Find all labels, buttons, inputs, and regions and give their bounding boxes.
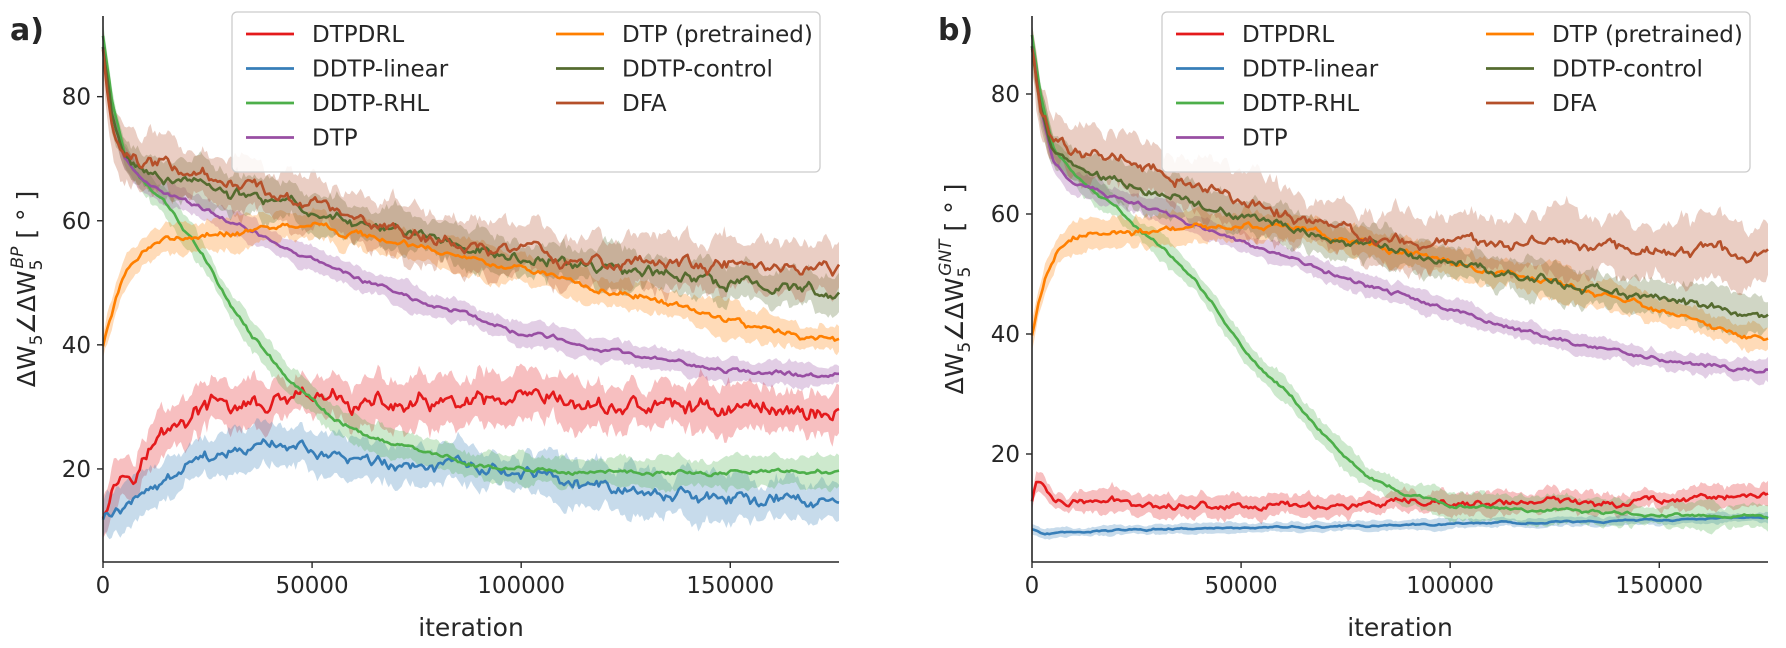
y-tick-label: 40 — [991, 322, 1020, 348]
x-axis-title: iteration — [1347, 613, 1453, 642]
legend-label: DTPDRL — [312, 22, 404, 48]
band-dtp — [1032, 37, 1768, 386]
legend-entry: DTP — [246, 126, 358, 152]
band-dfa — [103, 26, 839, 304]
legend-entry: DTPDRL — [1176, 22, 1334, 48]
band-dtp — [103, 36, 839, 391]
y-tick-label: 80 — [62, 85, 91, 111]
series-line-ddtp-control — [101, 46, 841, 300]
ylabel-sup2: BP — [8, 246, 28, 269]
band-dtpdrl — [103, 363, 839, 539]
y-axis-title: ΔW5∠ΔW5GNT [ ° ] — [936, 184, 975, 395]
y-tick-label: 80 — [991, 82, 1020, 108]
legend-label: DTPDRL — [1242, 22, 1334, 48]
legend-entry: DFA — [556, 91, 667, 117]
x-tick-label: 150000 — [1615, 573, 1703, 599]
legend-label: DDTP-RHL — [312, 91, 429, 117]
series-line-ddtp-linear — [101, 438, 840, 521]
chart-panel-a: a)0 50000 100000 15000020406080iterationΔW5… — [8, 11, 841, 642]
x-tick-label: 0 — [96, 573, 111, 599]
series-line-dfa — [101, 49, 841, 277]
band-dtp-pretrained- — [103, 207, 839, 359]
ylabel-sub1: 5 — [27, 335, 47, 346]
ylabel-unit: [ ° ] — [12, 191, 41, 247]
legend: DTPDRL DDTP-linear DDTP-RHL DTP DTP (pretrai… — [231, 11, 821, 173]
ylabel-sub2: 5 — [27, 260, 47, 271]
legend-entry: DDTP-RHL — [1176, 91, 1359, 117]
band-ddtp-control — [1032, 28, 1768, 338]
panel-label: a) — [10, 13, 44, 48]
series-line-dtpdrl — [1030, 480, 1769, 512]
x-tick-label: 0 — [1025, 573, 1040, 599]
legend-label: DDTP-control — [622, 57, 773, 83]
y-tick-label: 20 — [62, 457, 91, 483]
ylabel-angle: ∠ΔW — [940, 278, 969, 342]
legend-entry: DTPDRL — [246, 22, 404, 48]
ylabel-unit: [ ° ] — [940, 184, 969, 240]
series-line-dtp — [1030, 46, 1768, 374]
series-line-dfa — [1030, 48, 1769, 264]
legend-label: DDTP-RHL — [1242, 91, 1359, 117]
legend-entry: DDTP-control — [1486, 57, 1703, 83]
legend: DTPDRL DDTP-linear DDTP-RHL DTP DTP (pretrai… — [1161, 11, 1751, 173]
legend-label: DTP (pretrained) — [622, 22, 813, 48]
legend-box — [1161, 11, 1751, 173]
series-line-ddtp-control — [1030, 46, 1769, 319]
ylabel-sub2: 5 — [955, 267, 975, 278]
legend-entry: DDTP-control — [556, 57, 773, 83]
legend-entry: DFA — [1486, 91, 1597, 117]
y-axis-title: ΔW5∠ΔW5BP [ ° ] — [8, 191, 47, 388]
ylabel-angle: ∠ΔW — [12, 270, 41, 334]
x-tick-label: 100000 — [477, 573, 565, 599]
series-lines — [1030, 34, 1769, 536]
legend-label: DFA — [622, 91, 667, 117]
ylabel-main: ΔW — [12, 345, 41, 387]
legend-label: DDTP-linear — [312, 57, 449, 83]
y-tick-label: 60 — [991, 202, 1020, 228]
band-dfa — [1032, 24, 1768, 296]
legend-entry: DDTP-RHL — [246, 91, 429, 117]
x-tick-label: 50000 — [276, 573, 349, 599]
legend-box — [231, 11, 821, 173]
legend-entry: DTP — [1176, 126, 1288, 152]
legend-label: DDTP-linear — [1242, 57, 1379, 83]
y-tick-label: 40 — [62, 333, 91, 359]
x-axis-title: iteration — [418, 613, 524, 642]
legend-label: DDTP-control — [1552, 57, 1703, 83]
band-ddtp-rhl — [103, 22, 839, 494]
legend-label: DTP — [1242, 126, 1288, 152]
series-line-dtpdrl — [101, 386, 840, 519]
series-lines — [101, 35, 841, 521]
legend-label: DFA — [1552, 91, 1597, 117]
series-line-dtp-pretrained- — [1030, 221, 1769, 342]
series-line-ddtp-rhl — [101, 35, 840, 478]
series-line-dtp — [101, 47, 839, 379]
chart-panel-b: b)0 50000 100000 15000020406080iterationΔW5… — [936, 11, 1769, 642]
panel-label: b) — [938, 13, 973, 48]
series-line-ddtp-rhl — [1030, 34, 1769, 520]
legend-entry: DTP (pretrained) — [556, 22, 813, 48]
band-dtp-pretrained- — [1032, 205, 1768, 354]
legend-label: DTP (pretrained) — [1552, 22, 1743, 48]
ylabel-sub1: 5 — [955, 342, 975, 353]
y-tick-label: 20 — [991, 442, 1020, 468]
series-line-ddtp-linear — [1031, 515, 1769, 536]
y-tick-label: 60 — [62, 209, 91, 235]
legend-entry: DDTP-linear — [1176, 57, 1379, 83]
legend-label: DTP — [312, 126, 358, 152]
x-tick-label: 50000 — [1205, 573, 1278, 599]
series-line-dtp-pretrained- — [101, 221, 840, 347]
ylabel-sup2: GNT — [936, 238, 956, 276]
legend-entry: DDTP-linear — [246, 57, 449, 83]
ylabel-main: ΔW — [940, 353, 969, 395]
x-tick-label: 100000 — [1406, 573, 1494, 599]
legend-entry: DTP (pretrained) — [1486, 22, 1743, 48]
x-tick-label: 150000 — [686, 573, 774, 599]
